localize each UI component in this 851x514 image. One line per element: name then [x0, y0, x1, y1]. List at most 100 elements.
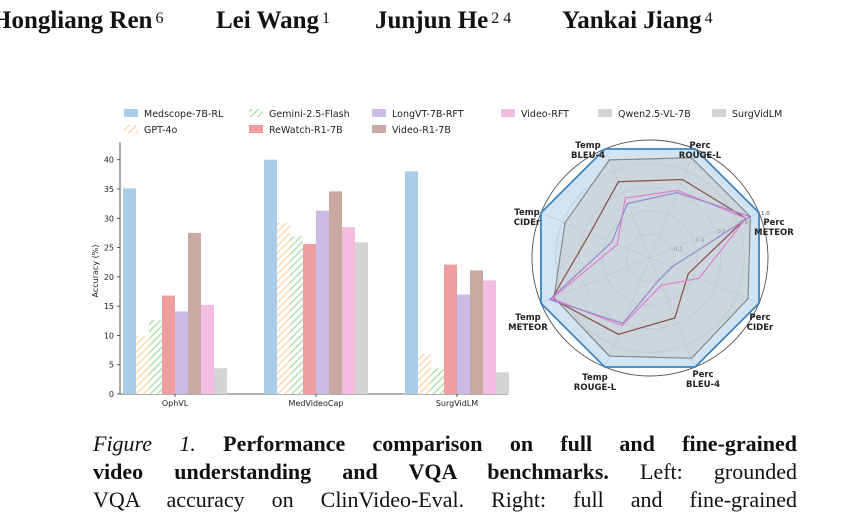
- bar-qwen2-5-vl-7b-medvideocap: [355, 242, 368, 394]
- legend-swatch: [249, 109, 263, 117]
- radar-axis-label: METEOR: [508, 323, 548, 333]
- radar-series-qwen2-5-vl-7b: [553, 157, 751, 359]
- author-1: Hongliang Ren 6: [0, 6, 163, 36]
- radar-axis-label: Perc: [692, 370, 713, 380]
- radar-axis-label: Perc: [763, 218, 784, 228]
- radar-grid-ring: [602, 210, 698, 306]
- legend-swatch: [372, 109, 386, 117]
- bar-gpt-4o-medvideocap: [277, 222, 290, 394]
- bar-gemini-2-5-flash-ophvl: [149, 320, 162, 394]
- legend-swatch: [501, 109, 515, 117]
- bar-video-rft-surgvidlm: [483, 280, 496, 394]
- legend-swatch: [598, 109, 612, 117]
- bar-medscope-7b-rl-medvideocap: [264, 159, 277, 394]
- radar-series-video-r1-7b: [551, 178, 747, 335]
- radar-axis-label: METEOR: [754, 228, 794, 238]
- y-tick-label: 35: [104, 185, 114, 194]
- author-4: Yankai Jiang 4: [562, 6, 713, 36]
- author-line: Hongliang Ren 6 Lei Wang 1 Junjun He 2 4 Ya…: [0, 0, 851, 44]
- legend-swatch: [249, 125, 263, 133]
- y-tick-label: 10: [104, 331, 114, 340]
- figure: 0 5 10 15 20 25 30 35 40 Accuracy (%) OphVL MedVide…: [0, 98, 851, 408]
- radar-r-tick-label: 0.6: [717, 229, 726, 235]
- radar-axis-label: CIDEr: [747, 323, 774, 333]
- legend-label: Video-RFT: [521, 109, 569, 120]
- bar-rewatch-r1-7b-ophvl: [162, 295, 175, 394]
- author-affiliation: 1: [322, 10, 331, 27]
- radar-axis-label: CIDEr: [514, 218, 541, 228]
- radar-series-video-rft: [550, 189, 747, 327]
- bar-chart: 0 5 10 15 20 25 30 35 40 Accuracy (%) OphVL MedVide…: [91, 109, 782, 408]
- bar-surgvidlm-ophvl: [214, 368, 227, 394]
- legend-swatch: [124, 125, 138, 133]
- legend-label: LongVT-7B-RFT: [392, 109, 464, 120]
- bar-gpt-4o-ophvl: [136, 336, 149, 394]
- author-name: Yankai Jiang: [562, 7, 702, 34]
- legend-label: Qwen2.5-VL-7B: [618, 109, 691, 120]
- radar-spoke: [540, 257, 651, 304]
- author-affiliation: 2 4: [491, 10, 512, 27]
- author-affiliation: 4: [704, 10, 713, 27]
- bar-longvt-7b-rft-ophvl: [175, 311, 188, 394]
- legend-label: Medscope-7B-RL: [144, 109, 224, 120]
- radar-r-tick-label: 0.2: [674, 247, 683, 253]
- x-tick-label: SurgVidLM: [436, 399, 478, 408]
- radar-r-tick-label: 0.8: [739, 220, 748, 226]
- x-tick-label: MedVideoCap: [289, 399, 344, 408]
- figure-caption: Figure 1. Performance comparison on full…: [93, 430, 797, 514]
- bar-surgvidlm-surgvidlm: [496, 372, 509, 394]
- y-tick-label: 30: [104, 214, 114, 223]
- radar-series-longvt-7b-rft: [548, 191, 752, 325]
- caption-text-line2: Left: grounded: [640, 459, 797, 484]
- bar-gemini-2-5-flash-medvideocap: [290, 236, 303, 394]
- bar-gpt-4o-surgvidlm: [418, 353, 431, 394]
- y-tick-label: 20: [104, 273, 114, 282]
- radar-axis-label: Perc: [689, 141, 710, 151]
- radar-series-medscope-7b-rl: [540, 148, 760, 368]
- radar-spoke: [604, 257, 651, 368]
- author-name: Lei Wang: [216, 7, 320, 34]
- radar-spoke: [649, 212, 760, 259]
- radar-chart: 0.20.40.60.81.0PercROUGE-LPercMETEORPerc…: [508, 139, 794, 393]
- caption-bold-line1: Performance comparison on full and fine-…: [223, 431, 798, 456]
- author-name: Hongliang Ren: [0, 7, 153, 34]
- bar-medscope-7b-rl-ophvl: [123, 188, 136, 394]
- legend-label: Video-R1-7B: [392, 125, 451, 136]
- radar-grid-ring: [626, 234, 674, 282]
- caption-label: Figure 1.: [93, 431, 196, 456]
- bar-longvt-7b-rft-surgvidlm: [457, 294, 470, 394]
- legend-label: SurgVidLM: [732, 109, 782, 120]
- legend-swatch: [372, 125, 386, 133]
- radar-spoke: [649, 257, 760, 304]
- author-3: Junjun He 2 4: [375, 6, 511, 36]
- y-axis-label: Accuracy (%): [91, 245, 100, 298]
- y-tick-label: 15: [104, 302, 114, 311]
- legend-label: Gemini-2.5-Flash: [269, 109, 350, 120]
- bar-gemini-2-5-flash-surgvidlm: [431, 368, 444, 394]
- legend-swatch: [712, 109, 726, 117]
- radar-axis-label: BLEU-4: [686, 380, 720, 390]
- radar-frame: [531, 139, 769, 377]
- radar-spoke: [649, 257, 696, 368]
- author-2: Lei Wang 1: [216, 6, 330, 36]
- caption-text-line3: VQA accuracy on ClinVideo-Eval. Right: f…: [93, 487, 797, 512]
- bar-video-rft-medvideocap: [342, 227, 355, 394]
- bar-video-r1-7b-medvideocap: [329, 191, 342, 394]
- radar-axis-label: Temp: [575, 141, 600, 151]
- x-tick-label: OphVL: [162, 399, 189, 408]
- y-tick-label: 25: [104, 244, 114, 253]
- author-name: Junjun He: [375, 7, 489, 34]
- radar-r-tick-label: 0.4: [696, 238, 705, 244]
- radar-axis-label: Temp: [582, 373, 607, 383]
- bar-longvt-7b-rft-medvideocap: [316, 210, 329, 394]
- radar-axis-label: BLEU-4: [571, 151, 605, 161]
- radar-axis-label: ROUGE-L: [574, 383, 617, 393]
- radar-spoke: [649, 148, 696, 259]
- y-tick-label: 5: [109, 361, 114, 370]
- bar-rewatch-r1-7b-surgvidlm: [444, 264, 457, 394]
- caption-bold-line2: video understanding and VQA benchmarks.: [93, 459, 609, 484]
- y-tick-label: 40: [104, 156, 114, 165]
- bar-video-rft-ophvl: [201, 304, 214, 394]
- radar-axis-label: Temp: [515, 313, 540, 323]
- legend-swatch: [124, 109, 138, 117]
